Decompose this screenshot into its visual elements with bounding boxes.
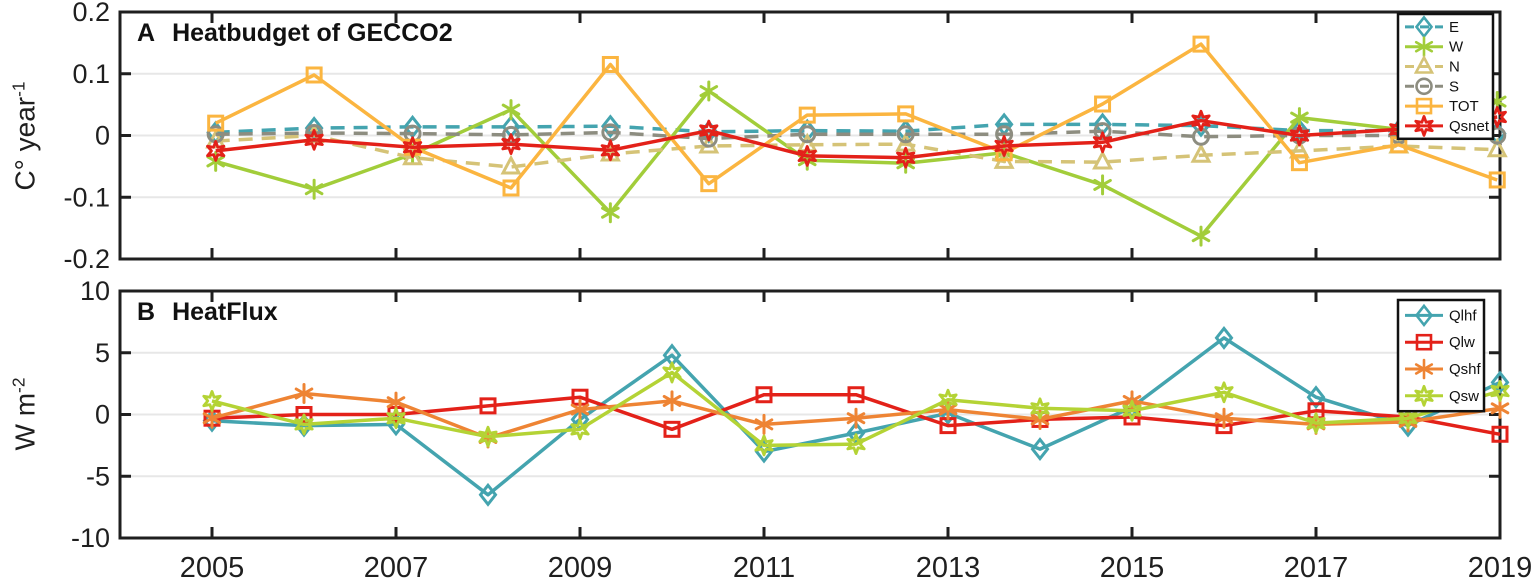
svg-text:-0.1: -0.1: [63, 182, 110, 212]
svg-text:-10: -10: [71, 523, 110, 553]
panel-a-title: Heatbudget of GECCO2: [172, 19, 453, 47]
svg-text:N: N: [1449, 59, 1460, 76]
svg-text:2009: 2009: [548, 552, 613, 584]
svg-text:Qlw: Qlw: [1449, 334, 1475, 351]
legend-entry-TOT: TOT: [1405, 97, 1479, 115]
svg-text:-0.2: -0.2: [63, 244, 110, 274]
series-W: [206, 80, 1507, 247]
y-tick-labels: 10 5 0 -5 -10: [71, 276, 110, 553]
panel-b-ylabel: W m-2: [8, 377, 41, 451]
legend-entry-S: S: [1405, 77, 1459, 95]
svg-text:E: E: [1449, 19, 1459, 36]
svg-text:TOT: TOT: [1449, 98, 1479, 115]
svg-text:0.1: 0.1: [72, 59, 110, 89]
svg-text:0.2: 0.2: [72, 0, 110, 27]
svg-text:2019: 2019: [1468, 552, 1533, 584]
legend-entry-Qsnet: Qsnet: [1405, 115, 1490, 137]
svg-text:2013: 2013: [916, 552, 981, 584]
svg-text:2015: 2015: [1100, 552, 1165, 584]
svg-text:Qsw: Qsw: [1449, 388, 1479, 405]
legend-entry-N: N: [1405, 54, 1460, 76]
svg-text:0: 0: [95, 121, 110, 151]
svg-text:-5: -5: [86, 461, 110, 491]
panel-b: 10 5 0 -5 -10 2005 2007 2009 2011 2013 2015 2017 201…: [71, 276, 1532, 584]
panel-b-title-row: B HeatFlux: [137, 298, 278, 327]
y-tick-labels: 0.2 0.1 0 -0.1 -0.2: [63, 0, 110, 274]
legend-entry-Qshf: Qshf: [1405, 358, 1482, 380]
panel-b-label: B: [137, 298, 156, 326]
legend-entry-Qsw: Qsw: [1405, 384, 1479, 407]
svg-text:10: 10: [80, 276, 110, 306]
svg-text:Qshf: Qshf: [1449, 361, 1482, 378]
axis-box: [118, 10, 1502, 261]
legend-b: Qlhf Qlw Qshf Qsw: [1396, 298, 1486, 413]
legend-entry-Qlw: Qlw: [1405, 333, 1475, 351]
legend-entry-Qlhf: Qlhf: [1405, 303, 1477, 327]
panel-a-label: A: [137, 19, 156, 47]
svg-text:Qsnet: Qsnet: [1449, 118, 1490, 135]
series-TOT: [207, 35, 1506, 197]
panel-b-title: HeatFlux: [172, 298, 278, 326]
panel-a-ylabel: C° year-1: [8, 81, 41, 191]
svg-text:0: 0: [95, 400, 110, 430]
svg-text:5: 5: [95, 338, 110, 368]
svg-text:W: W: [1449, 39, 1464, 56]
svg-text:S: S: [1449, 78, 1459, 95]
panel-a-title-row: A Heatbudget of GECCO2: [137, 19, 453, 48]
legend-entry-W: W: [1405, 36, 1464, 58]
svg-text:Qlhf: Qlhf: [1449, 307, 1477, 324]
series-Qsw: [202, 361, 1510, 457]
svg-text:2011: 2011: [733, 552, 795, 584]
svg-text:2005: 2005: [180, 552, 245, 584]
x-tick-labels: 2005 2007 2009 2011 2013 2015 2017 2019: [180, 552, 1533, 584]
svg-text:2007: 2007: [364, 552, 429, 584]
svg-text:2017: 2017: [1284, 552, 1349, 584]
